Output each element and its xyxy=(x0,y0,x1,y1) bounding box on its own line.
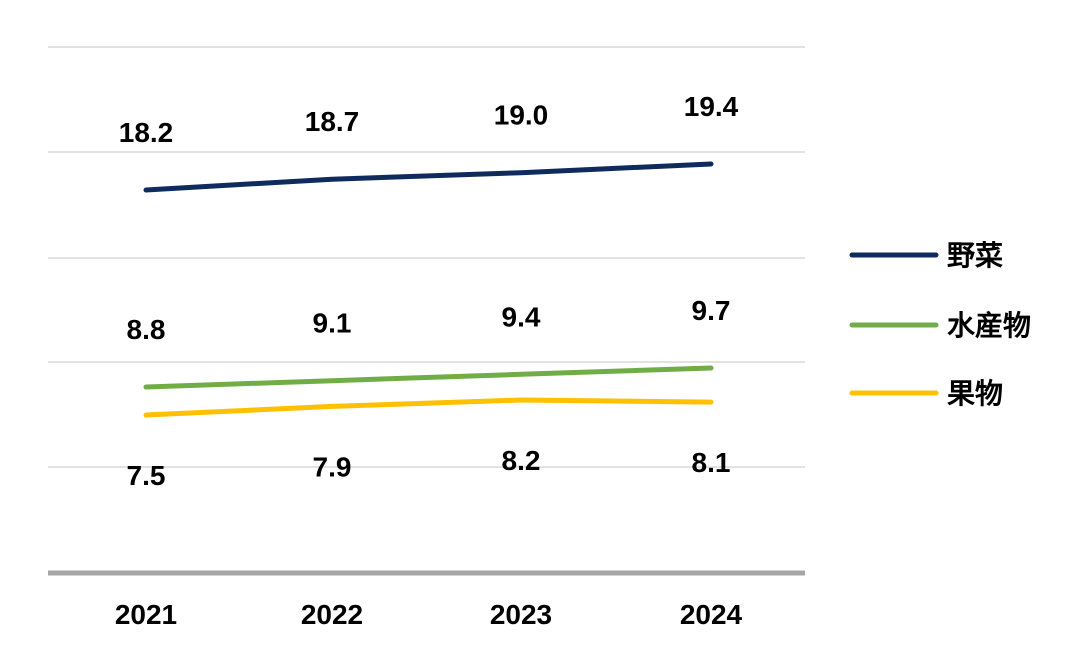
data-label-2-1: 7.9 xyxy=(313,451,352,482)
x-tick-label-2022: 2022 xyxy=(301,599,363,630)
data-label-2-0: 7.5 xyxy=(127,460,166,491)
data-label-0-3: 19.4 xyxy=(684,91,739,122)
series-line-2 xyxy=(143,397,714,418)
series-line-1 xyxy=(143,365,714,390)
legend-label-1: 水産物 xyxy=(947,309,1031,342)
x-tick-label-2024: 2024 xyxy=(680,599,743,630)
data-label-1-0: 8.8 xyxy=(127,314,166,345)
x-tick-label-2021: 2021 xyxy=(115,599,177,630)
data-label-1-3: 9.7 xyxy=(692,295,731,326)
legend-label-0: 野菜 xyxy=(947,239,1003,272)
series-line-0 xyxy=(143,161,714,193)
data-label-1-1: 9.1 xyxy=(313,308,352,339)
data-label-1-2: 9.4 xyxy=(502,301,541,332)
legend-label-2: 果物 xyxy=(947,377,1003,410)
data-label-0-0: 18.2 xyxy=(119,117,174,148)
data-label-2-2: 8.2 xyxy=(502,445,541,476)
data-label-0-1: 18.7 xyxy=(305,106,360,137)
data-label-0-2: 19.0 xyxy=(494,100,549,131)
x-tick-label-2023: 2023 xyxy=(490,599,552,630)
data-label-2-3: 8.1 xyxy=(692,447,731,478)
